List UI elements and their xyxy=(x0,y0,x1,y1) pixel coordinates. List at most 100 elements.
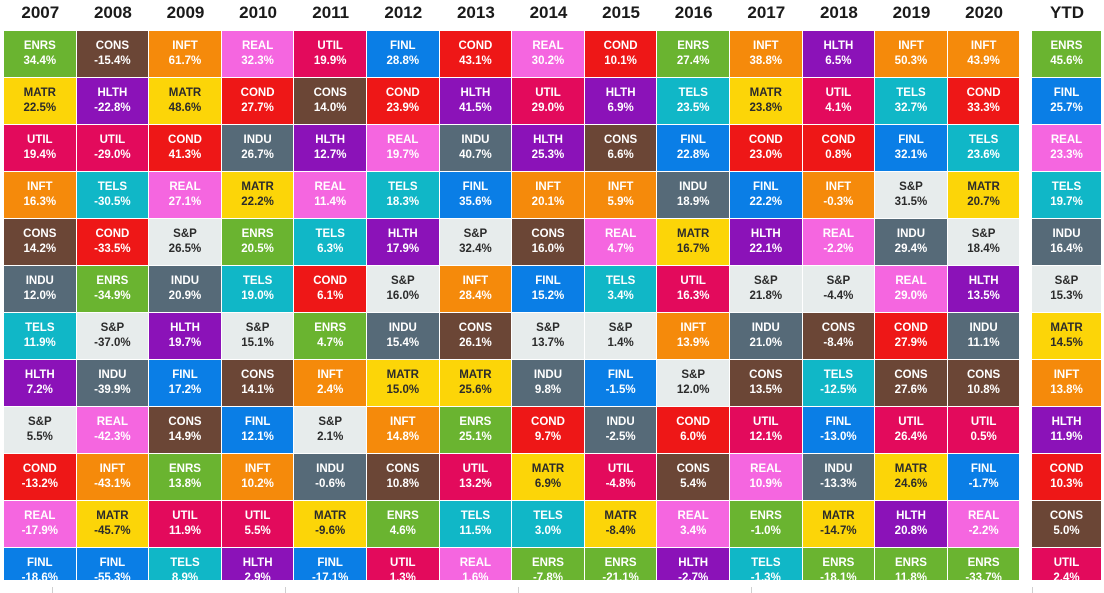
cell-2013-enrs: ENRS 25.1% xyxy=(439,407,513,454)
return-value: 23.6% xyxy=(967,149,1000,161)
cell-2015-util: UTIL -4.8% xyxy=(584,454,658,501)
return-value: 4.1% xyxy=(825,102,852,114)
cell-2012-tels: TELS 18.3% xyxy=(367,172,440,219)
cell-2009-cons: CONS 14.9% xyxy=(149,407,222,454)
return-value: 19.7% xyxy=(168,337,202,349)
cell-2013-inft: INFT 28.4% xyxy=(439,266,513,313)
cell-2007-matr: MATR 22.5% xyxy=(4,78,77,125)
cell-2015-indu: INDU -2.5% xyxy=(584,407,658,454)
cell-2011-hlth: HLTH 12.7% xyxy=(294,125,367,172)
return-value: 4.6% xyxy=(389,525,416,537)
return-value: 16.0% xyxy=(386,290,420,302)
sector-label: INDU xyxy=(679,181,708,193)
sector-label: MATR xyxy=(677,228,710,240)
column-header-ytd: YTD xyxy=(1050,3,1084,22)
return-value: 26.4% xyxy=(894,431,928,443)
cell-2011-cond: COND 6.1% xyxy=(294,266,367,313)
return-value: 2.9% xyxy=(244,572,271,581)
sector-label: HLTH xyxy=(750,228,781,240)
sector-label: S&P xyxy=(27,416,52,428)
return-value: 14.5% xyxy=(1050,337,1083,349)
return-value: 33.3% xyxy=(967,102,1000,114)
return-value: 9.7% xyxy=(534,431,562,443)
sector-label: REAL xyxy=(822,228,855,240)
cell-2008-sandp: S&P -37.0% xyxy=(76,313,150,360)
return-value: -13.0% xyxy=(820,431,857,443)
cell-2012-util: UTIL 1.3% xyxy=(367,548,440,581)
return-value: 22.1% xyxy=(749,243,783,255)
cell-2015-hlth: HLTH 6.9% xyxy=(584,78,658,125)
cell-2015-tels: TELS 3.4% xyxy=(584,266,658,313)
sector-label: INDU xyxy=(1052,228,1081,240)
sector-label: TELS xyxy=(968,134,999,146)
cell-ytd-cons: CONS 5.0% xyxy=(1032,501,1102,548)
sector-label: UTIL xyxy=(172,510,198,522)
sector-label: CONS xyxy=(821,322,855,334)
return-value: 15.3% xyxy=(1050,290,1083,302)
return-value: 30.2% xyxy=(531,55,565,67)
sector-label: INFT xyxy=(825,181,852,193)
cell-2015-cons: CONS 6.6% xyxy=(584,125,658,172)
cell-2017-real: REAL 10.9% xyxy=(730,454,803,501)
cell-2013-hlth: HLTH 41.5% xyxy=(439,78,513,125)
return-value: -1.7% xyxy=(968,478,999,490)
sector-label: COND xyxy=(966,87,1001,99)
cell-2008-real: REAL -42.3% xyxy=(76,407,150,454)
column-header-2013: 2013 xyxy=(456,3,495,22)
return-value: 22.2% xyxy=(749,196,783,208)
return-value: 12.7% xyxy=(313,149,347,161)
cell-2014-real: REAL 30.2% xyxy=(512,31,585,78)
return-value: 29.0% xyxy=(894,290,928,302)
sector-label: INDU xyxy=(243,134,272,146)
sector-label: TELS xyxy=(678,87,708,99)
cell-2008-indu: INDU -39.9% xyxy=(76,360,150,407)
return-value: 14.2% xyxy=(23,243,57,255)
cell-2010-tels: TELS 19.0% xyxy=(221,266,295,313)
cell-2008-finl: FINL -55.3% xyxy=(76,548,150,581)
sector-label: INDU xyxy=(969,322,998,334)
return-value: 11.1% xyxy=(967,337,1000,349)
return-value: 31.5% xyxy=(894,196,928,208)
cell-2013-tels: TELS 11.5% xyxy=(439,501,513,548)
cell-2009-sandp: S&P 26.5% xyxy=(149,219,222,266)
cell-2010-inft: INFT 10.2% xyxy=(221,454,295,501)
return-value: 21.0% xyxy=(749,337,783,349)
return-value: -14.7% xyxy=(820,525,857,537)
cell-2018-sandp: S&P -4.4% xyxy=(802,266,876,313)
return-value: 26.1% xyxy=(459,337,492,349)
cell-2019-util: UTIL 26.4% xyxy=(875,407,948,454)
cell-2015-real: REAL 4.7% xyxy=(584,219,658,266)
return-value: 10.8% xyxy=(967,384,1000,396)
return-value: 32.3% xyxy=(241,55,274,67)
cell-2012-hlth: HLTH 17.9% xyxy=(367,219,440,266)
return-value: 9.8% xyxy=(534,384,562,396)
sector-label: CONS xyxy=(1049,510,1084,522)
cell-ytd-matr: MATR 14.5% xyxy=(1032,313,1102,360)
return-value: 43.1% xyxy=(459,55,492,67)
column-header-2020: 2020 xyxy=(965,3,1003,22)
return-value: 27.1% xyxy=(168,196,202,208)
return-value: 29.0% xyxy=(531,102,565,114)
column-header-2019: 2019 xyxy=(892,3,931,22)
sector-label: ENRS xyxy=(895,557,927,569)
return-value: 50.3% xyxy=(894,55,928,67)
cell-ytd-cond: COND 10.3% xyxy=(1032,454,1102,501)
sector-label: HLTH xyxy=(605,87,636,99)
sector-label: ENRS xyxy=(96,275,129,287)
return-value: 16.0% xyxy=(531,243,565,255)
cell-2020-inft: INFT 43.9% xyxy=(947,31,1021,78)
return-value: 40.7% xyxy=(459,149,492,161)
cell-2008-tels: TELS -30.5% xyxy=(76,172,150,219)
cell-2009-real: REAL 27.1% xyxy=(149,172,222,219)
return-value: -29.0% xyxy=(94,149,131,161)
return-value: 2.1% xyxy=(317,431,344,443)
return-value: 0.5% xyxy=(970,431,997,443)
sector-label: HLTH xyxy=(533,134,563,146)
sector-label: FINL xyxy=(898,134,924,146)
cell-ytd-hlth: HLTH 11.9% xyxy=(1032,407,1102,454)
return-value: -7.8% xyxy=(532,572,563,581)
return-value: 3.4% xyxy=(680,525,707,537)
cell-2018-cond: COND 0.8% xyxy=(802,125,876,172)
cell-2017-util: UTIL 12.1% xyxy=(730,407,803,454)
sector-label: REAL xyxy=(895,275,927,287)
